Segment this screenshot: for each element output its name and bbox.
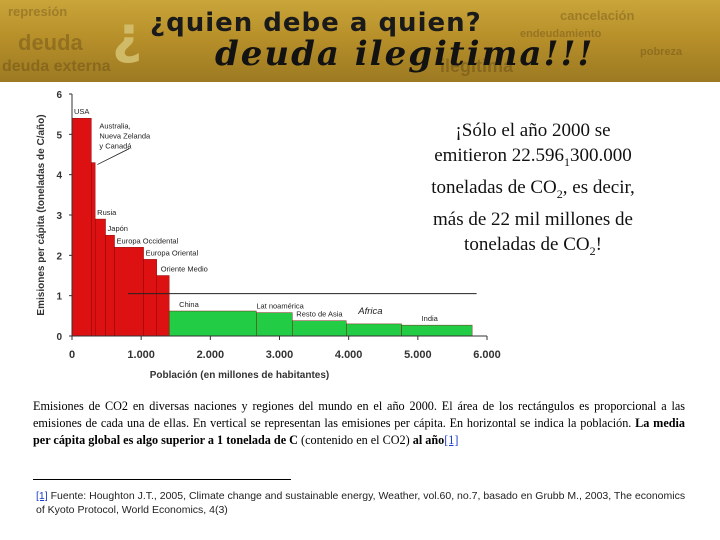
region-label-1: y Canadá [99, 142, 132, 151]
bar-2 [94, 218, 106, 337]
collage-word: deuda [18, 30, 83, 55]
bar-1 [91, 162, 96, 337]
bar-5 [143, 259, 157, 337]
y-tick-label: 5 [56, 130, 62, 141]
x-tick-label: 0 [69, 349, 75, 361]
y-axis-label: Emisiones per cápita (toneladas de C/año… [36, 114, 47, 315]
x-tick-label: 5.000 [404, 349, 432, 361]
bar-9 [292, 320, 347, 337]
figure-caption: Emisiones de CO2 en diversas naciones y … [33, 398, 685, 449]
region-label-2: Rusia [97, 208, 117, 217]
caption-bold-end: al año [412, 433, 445, 447]
x-tick-label: 2.000 [197, 349, 225, 361]
footnote-ref-link[interactable]: [1] [36, 490, 48, 502]
footnote-text: Fuente: Houghton J.T., 2005, Climate cha… [36, 490, 686, 516]
bar-7 [168, 310, 257, 337]
note-line: más de 22 mil millones de [432, 208, 633, 230]
banner-title-line1: ¿quien debe a quien? [150, 8, 482, 38]
collage-word: represión [8, 4, 68, 19]
region-label-0: USA [74, 107, 89, 116]
note-line: toneladas de CO2, es decir, [431, 176, 635, 201]
caption-bold: La media per cápita global es algo super… [33, 416, 685, 447]
question-mark-logo: ¿ [112, 6, 143, 66]
bar-0 [71, 118, 92, 337]
region-label-1: Australia, [99, 122, 130, 131]
bar-6 [156, 275, 170, 337]
y-tick-label: 2 [56, 251, 62, 262]
collage-word: endeudamiento [520, 28, 602, 40]
x-tick-label: 4.000 [335, 349, 363, 361]
region-label-9: Resto de Asia [296, 310, 343, 319]
region-label-8: Lat noamérica [256, 302, 304, 311]
caption-text: Emisiones de CO2 en diversas naciones y … [33, 399, 685, 430]
note-line: emitieron 22.5961300.000 [434, 145, 632, 169]
region-label-1: Nueva Zelanda [99, 132, 151, 141]
collage-word: cancelación [560, 8, 635, 23]
collage-word: pobreza [640, 46, 683, 58]
footnote-link[interactable]: [1] [444, 433, 459, 447]
region-label-7: China [179, 300, 199, 309]
y-tick-label: 3 [56, 211, 62, 222]
y-tick-label: 4 [56, 171, 62, 182]
emissions-chart: 0 1.000 2.000 3.000 4.000 5.000 6.000 0 1 2 3 4 5 6 Po… [36, 90, 501, 381]
header-banner: represión deuda cancelación endeudamient… [0, 0, 720, 82]
region-label-10: Africa [357, 306, 382, 317]
y-tick-label: 6 [56, 90, 62, 101]
region-label-3: Japón [108, 224, 128, 233]
footnote-divider [33, 479, 291, 480]
caption-after: (contenido en el CO2) [297, 433, 413, 447]
collage-word: ilegitima [440, 56, 514, 76]
region-label-5: Europa Oriental [146, 248, 199, 257]
bar-10 [346, 323, 402, 337]
x-tick-label: 1.000 [127, 349, 155, 361]
bar-4 [114, 247, 144, 337]
x-tick-label: 3.000 [266, 349, 294, 361]
region-label-6: Oriente Medio [161, 265, 208, 274]
axes-group: 0 1.000 2.000 3.000 4.000 5.000 6.000 0 1 2 3 4 5 6 Po… [36, 90, 501, 381]
collage-word: deuda externa [2, 58, 111, 75]
x-axis-label: Población (en millones de habitantes) [150, 370, 329, 381]
y-tick-label: 0 [56, 332, 62, 343]
note-line: toneladas de CO2! [464, 233, 602, 258]
region-label-4: Europa Occidental [117, 236, 179, 245]
bar-3 [105, 234, 115, 337]
y-tick-label: 1 [56, 292, 62, 303]
x-tick-label: 6.000 [473, 349, 501, 361]
footnote: [1] Fuente: Houghton J.T., 2005, Climate… [36, 489, 696, 517]
region-label-11: India [422, 314, 439, 323]
bar-8 [256, 312, 293, 337]
bar-11 [401, 324, 473, 337]
highlight-note: ¡Sólo el año 2000 se emitieron 22.596130… [368, 118, 698, 263]
note-line: ¡Sólo el año 2000 se [455, 120, 611, 141]
banner-title-line2: deuda ilegitima!!! [215, 34, 595, 74]
australia-arrow [97, 148, 130, 165]
